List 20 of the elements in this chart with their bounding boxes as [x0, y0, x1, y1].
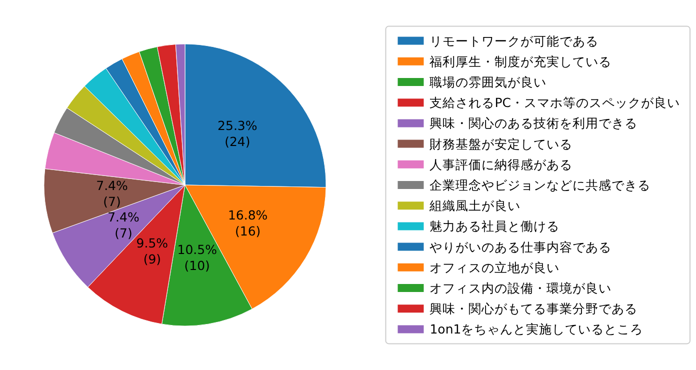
legend-label: 財務基盤が安定している — [430, 136, 573, 152]
legend-label: 興味・関心がもてる事業分野である — [430, 301, 638, 316]
legend-label: 1on1をちゃんと実施しているところ — [430, 322, 644, 337]
legend-label: リモートワークが可能である — [430, 33, 599, 48]
legend-label: 組織風土が良い — [428, 198, 521, 214]
legend-label: 企業理念やビジョンなどに共感できる — [430, 178, 651, 192]
data-label: 25.3% (24) — [218, 118, 258, 149]
legend-label: オフィスの立地が良い — [430, 260, 560, 275]
legend-label: やりがいのある仕事内容である — [430, 239, 612, 254]
legend-label: 支給されるPC・スマホ等のスペックが良い — [430, 95, 680, 110]
data-label: 7.4% (7) — [96, 178, 128, 209]
legend-label: 人事評価に納得感がある — [430, 156, 573, 172]
data-label: 9.5% (9) — [136, 235, 168, 266]
data-label: 10.5% (10) — [177, 242, 218, 273]
legend-label: 興味・関心のある技術を利用できる — [430, 116, 638, 131]
legend-label: オフィス内の設備・環境が良い — [430, 280, 612, 296]
legend-label: 職場の雰囲気が良い — [430, 74, 547, 90]
data-label: 16.8% (16) — [228, 208, 268, 239]
legend-label: 魅力ある社員と働ける — [430, 218, 560, 234]
legend-label: 福利厚生・制度が充実している — [430, 54, 612, 69]
